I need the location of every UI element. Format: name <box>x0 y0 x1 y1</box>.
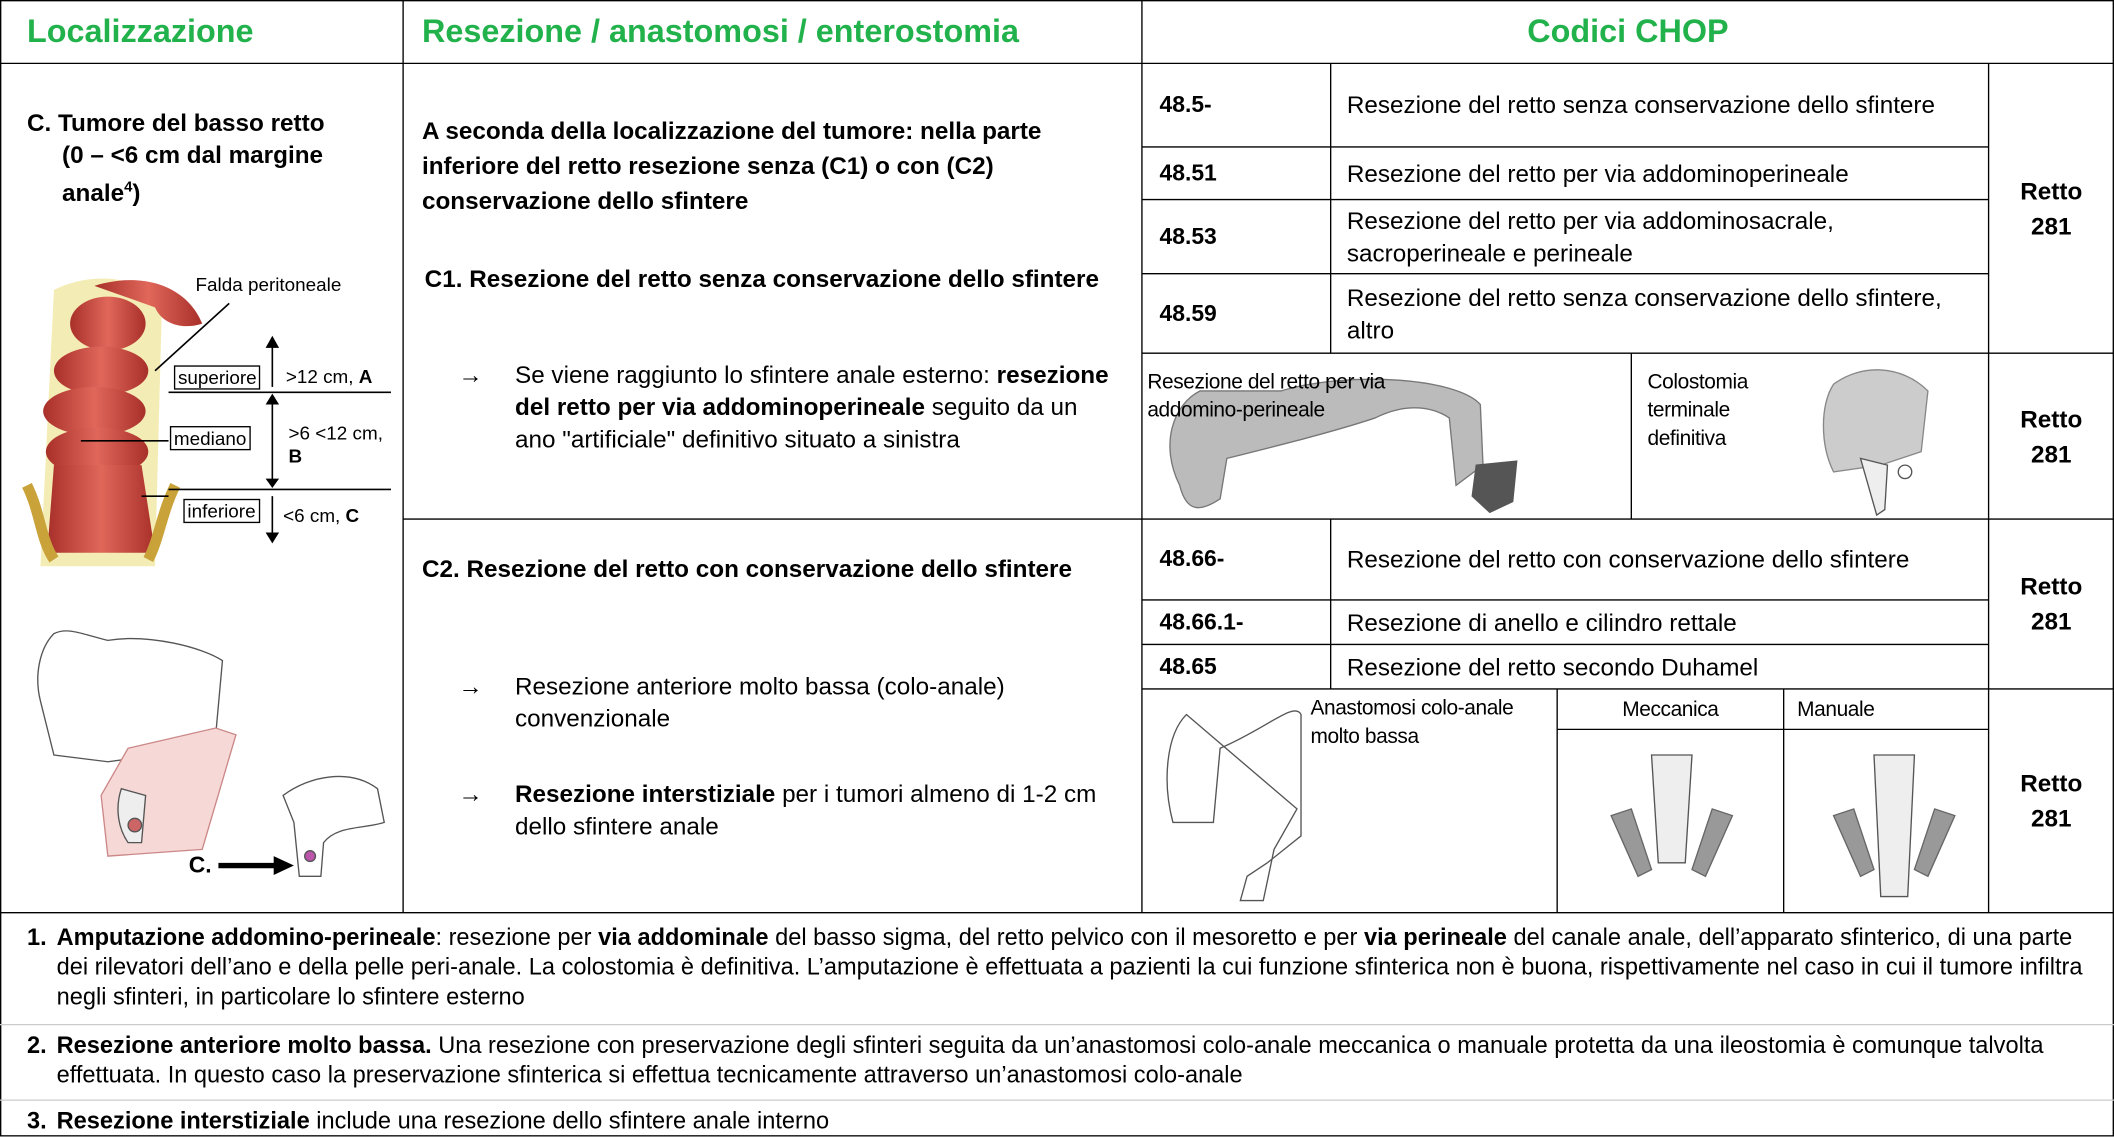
note-number: 1. <box>26 923 47 951</box>
text-run: via addominale <box>598 923 769 951</box>
figure-label: C. <box>188 852 212 878</box>
text-run: seguito da un ano "artificiale" definiti… <box>515 393 1078 453</box>
note: 1. Amputazione addomino-perineale: resezi… <box>27 922 2090 1011</box>
text-run: Amputazione addomino-perineale <box>56 923 436 951</box>
text-run: ) <box>132 179 141 207</box>
figure-label: C <box>345 504 360 526</box>
text-run: via perineale <box>1363 923 1507 951</box>
text-run: Resezione interstiziale <box>56 1106 310 1134</box>
text-run: (0 – <6 cm dal margine anale <box>62 141 324 207</box>
code-description: Resezione del retto senza conservazione … <box>1346 91 1936 119</box>
text-run: Resezione anteriore molto bassa. <box>56 1031 432 1059</box>
code: 48.59 <box>1159 299 1217 326</box>
figure-caption: Meccanica <box>1622 698 1719 722</box>
code: 48.66- <box>1159 546 1225 572</box>
list-item: → Se viene raggiunto lo sfintere anale es… <box>458 359 1119 456</box>
group-name: Retto <box>2020 405 2083 433</box>
list-marker: → <box>458 361 483 389</box>
figure-label: >12 cm, <box>285 365 359 387</box>
code-group-label: Retto 281 <box>1989 689 2114 913</box>
text-run: Se viene raggiunto lo sfintere anale est… <box>515 361 997 389</box>
note-text: Resezione interstiziale include una rese… <box>57 1106 829 1136</box>
code: 48.66.1- <box>1159 608 1244 635</box>
location-range: (0 – <6 cm dal margine anale4) <box>62 139 386 209</box>
code-group-label: Retto 281 <box>1989 519 2114 689</box>
list-marker: → <box>458 672 483 700</box>
note-text: Resezione anteriore molto bassa. Una res… <box>57 1030 2090 1089</box>
note-number: 3. <box>26 1106 47 1134</box>
figure-label: A <box>358 365 373 387</box>
code-description: Resezione del retto per via addominoperi… <box>1346 159 1849 187</box>
list-item: → Resezione interstiziale per i tumori al… <box>458 778 1119 843</box>
code-description: Resezione del retto secondo Duhamel <box>1346 653 1759 681</box>
text-run: del canale anale, dell’apparato sfinteri… <box>56 923 2083 1010</box>
code: 48.51 <box>1159 159 1217 186</box>
text-run: per i tumori almeno di 1-2 cm dello sfin… <box>515 780 1097 840</box>
c2-items: → Resezione anteriore molto bassa (colo-a… <box>458 670 1119 886</box>
code-description: Resezione del retto senza conservazione … <box>1346 283 1942 344</box>
figure-label: <6 cm, C <box>283 504 359 526</box>
text-run: : resezione per <box>435 923 599 951</box>
figure-label: superiore <box>173 365 261 390</box>
text-run: Una resezione con preservazione degli sf… <box>56 1031 2044 1088</box>
group-number: 281 <box>2031 804 2072 832</box>
code: 48.5- <box>1159 91 1212 118</box>
text-run: include una resezione dello sfintere ana… <box>309 1106 830 1134</box>
c2-heading: C2. Resezione del retto con conservazion… <box>421 555 1073 583</box>
code: 48.53 <box>1159 223 1217 249</box>
text-run: del basso sigma, del retto pelvico con i… <box>768 923 1364 951</box>
text-run: Resezione anteriore molto bassa (colo-an… <box>515 672 1005 733</box>
code-description: Resezione del retto per via addominosacr… <box>1346 206 1834 267</box>
note: 2. Resezione anteriore molto bassa. Una r… <box>27 1030 2090 1089</box>
code: 48.65 <box>1159 653 1217 679</box>
figure-label: >6 <12 cm, B <box>289 422 410 468</box>
figure-caption: Resezione del retto per via addomino-per… <box>1147 370 1385 422</box>
group-name: Retto <box>2020 769 2083 797</box>
note: 3. Resezione interstiziale include una re… <box>27 1106 2090 1136</box>
figure-label: >6 <12 cm, <box>288 421 383 444</box>
list-text: Se viene raggiunto lo sfintere anale est… <box>515 359 1119 456</box>
text-run: Resezione interstiziale <box>515 780 776 808</box>
text-run: 4 <box>124 179 133 196</box>
code-description: Resezione di anello e cilindro rettale <box>1346 608 1737 636</box>
list-text: Resezione anteriore molto bassa (colo-an… <box>515 670 1119 735</box>
header-codes: Codici CHOP <box>1527 13 1729 50</box>
c1-items: → Se viene raggiunto lo sfintere anale es… <box>458 359 1119 456</box>
list-marker: → <box>458 780 483 808</box>
header-localization: Localizzazione <box>26 13 254 50</box>
figure-caption: Colostomia terminale definitiva <box>1647 370 1749 451</box>
header-procedure: Resezione / anastomosi / enterostomia <box>421 13 1019 50</box>
figure-label: Falda peritoneale <box>195 273 342 296</box>
group-number: 281 <box>2031 440 2072 468</box>
code-group-label: Retto 281 <box>1989 63 2114 353</box>
group-name: Retto <box>2020 177 2083 205</box>
figure-caption: Manuale <box>1797 698 1875 722</box>
code-description: Resezione del retto con conservazione de… <box>1346 546 1910 573</box>
location-title: C. Tumore del basso retto <box>26 109 325 137</box>
group-number: 281 <box>2031 212 2072 240</box>
note-number: 2. <box>26 1031 47 1059</box>
note-text: Amputazione addomino-perineale: resezion… <box>57 922 2090 1011</box>
figure-caption: Anastomosi colo-anale molto bassa <box>1310 697 1514 749</box>
c1-heading: C1. Resezione del retto senza conservazi… <box>424 265 1100 293</box>
figure-label: inferiore <box>183 498 260 524</box>
list-text: Resezione interstiziale per i tumori alm… <box>515 778 1119 843</box>
figure-label: B <box>288 444 303 467</box>
text-run: resezione del retto per via addominoperi… <box>515 361 1109 421</box>
procedure-intro: A seconda della localizzazione del tumor… <box>421 117 1042 215</box>
figure-label: >12 cm, A <box>286 365 373 387</box>
list-item: → Resezione anteriore molto bassa (colo-a… <box>458 670 1119 735</box>
figure-label: <6 cm, <box>283 504 346 526</box>
code-group-label: Retto 281 <box>1989 353 2114 519</box>
figure-label: mediano <box>169 426 251 451</box>
group-number: 281 <box>2031 608 2072 636</box>
group-name: Retto <box>2020 572 2083 600</box>
